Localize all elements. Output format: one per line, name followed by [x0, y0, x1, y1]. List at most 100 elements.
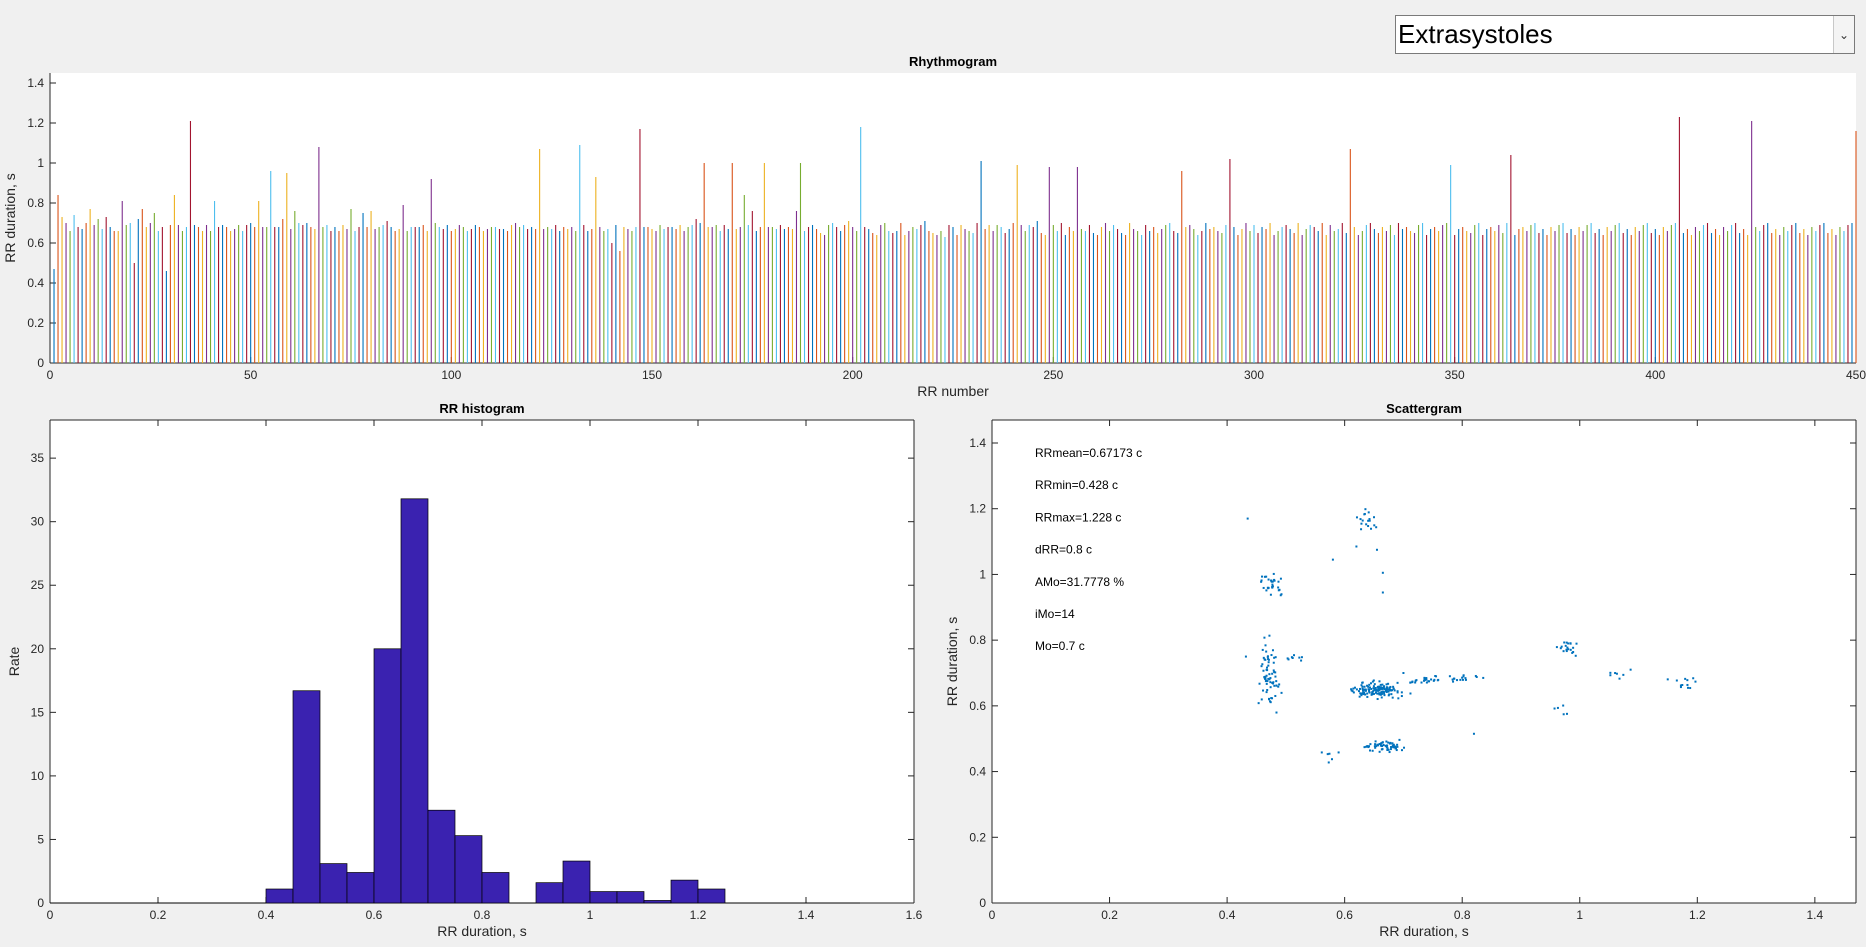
scatter-point	[1275, 711, 1278, 714]
scatter-point	[1453, 677, 1456, 680]
scatter-point	[1260, 665, 1263, 668]
scatter-point	[1396, 743, 1399, 746]
scatter-point	[1474, 674, 1477, 677]
scatter-point	[1377, 687, 1380, 690]
scatter-point	[1361, 692, 1364, 695]
scatter-point	[1385, 740, 1388, 743]
scatter-point	[1381, 690, 1384, 693]
scatter-point	[1372, 685, 1375, 688]
scatter-point	[1572, 646, 1575, 649]
scatter-point	[1569, 648, 1572, 651]
scatter-point	[1565, 650, 1568, 653]
scatter-point	[1375, 548, 1378, 551]
scatter-point	[1615, 672, 1618, 675]
scatter-point	[1380, 744, 1383, 747]
scatter-point	[1267, 677, 1270, 680]
x-tick-label: 1	[587, 908, 594, 922]
scatter-point	[1293, 654, 1296, 657]
chart-title: Scattergram	[1386, 401, 1462, 416]
scatter-point	[1686, 683, 1689, 686]
scatter-point	[1562, 704, 1565, 707]
scatter-point	[1373, 687, 1376, 690]
scatter-point	[1387, 748, 1390, 751]
scatter-point	[1280, 593, 1283, 596]
scatter-point	[1264, 677, 1267, 680]
scatter-point	[1277, 580, 1280, 583]
scatter-point	[1350, 689, 1353, 692]
scatter-point	[1425, 678, 1428, 681]
scatter-point	[1260, 579, 1263, 582]
scatter-point	[1266, 655, 1269, 658]
scatter-point	[1363, 746, 1366, 749]
scatter-point	[1370, 527, 1373, 530]
scatter-point	[1563, 641, 1566, 644]
x-tick-label: 1.4	[1807, 908, 1824, 922]
histogram-bar	[643, 900, 672, 904]
y-tick-label: 1	[37, 156, 44, 170]
condition-dropdown[interactable]: Extrasystoles ⌄	[1395, 15, 1855, 54]
scatter-point	[1456, 679, 1459, 682]
scatter-point	[1265, 682, 1268, 685]
scatter-point	[1264, 658, 1267, 661]
scatter-point	[1381, 741, 1384, 744]
scatter-point	[1246, 517, 1249, 520]
x-tick-label: 250	[1043, 368, 1063, 382]
scatter-point	[1272, 572, 1275, 575]
scatter-point	[1366, 692, 1369, 695]
stats-annotations: RRmean=0.67173 c RRmin=0.428 c RRmax=1.228…	[1035, 446, 1142, 653]
scatter-point	[1266, 680, 1269, 683]
scatter-point	[1369, 682, 1372, 685]
chevron-down-icon[interactable]: ⌄	[1833, 16, 1854, 53]
y-tick-label: 0.2	[27, 316, 44, 330]
scatter-point	[1385, 689, 1388, 692]
scatter-point	[1396, 691, 1399, 694]
scatter-point	[1265, 650, 1268, 653]
scatter-point	[1370, 687, 1373, 690]
y-tick-label: 1.2	[969, 502, 986, 516]
scatter-point	[1362, 689, 1365, 692]
scatter-point	[1392, 687, 1395, 690]
scatter-point	[1270, 697, 1273, 700]
scatter-point	[1562, 713, 1565, 716]
scatter-point	[1368, 683, 1371, 686]
scatter-point	[1385, 687, 1388, 690]
scatter-point	[1391, 744, 1394, 747]
x-tick-label: 0.4	[258, 908, 275, 922]
x-tick-label: 1.6	[906, 908, 923, 922]
scatter-point	[1428, 680, 1431, 683]
histogram-chart: 0 0.2 0.4 0.6 0.8 1 1.2 1.4 1.6 0 5 10 15 20 25 30 35 RR …	[6, 401, 923, 939]
scatter-point	[1379, 686, 1382, 689]
scatter-point	[1371, 691, 1374, 694]
scatter-point	[1360, 528, 1363, 531]
histogram-bar	[319, 863, 348, 904]
scatter-point	[1565, 648, 1568, 651]
scatter-point	[1381, 571, 1384, 574]
x-axis-label: RR number	[917, 383, 989, 399]
scatter-point	[1379, 744, 1382, 747]
scatter-point	[1452, 680, 1455, 683]
scatter-point	[1392, 685, 1395, 688]
scatter-point	[1409, 681, 1412, 684]
scatter-point	[1320, 751, 1323, 754]
scatter-point	[1378, 680, 1381, 683]
scatter-point	[1609, 671, 1612, 674]
scatter-point	[1381, 686, 1384, 689]
scatter-point	[1614, 672, 1617, 675]
scatter-point	[1363, 685, 1366, 688]
scatter-point	[1462, 674, 1465, 677]
y-tick-label: 0	[979, 896, 986, 910]
axes: 0 0.2 0.4 0.6 0.8 1 1.2 1.4 0 0.2 0.4 0.6 0.8 1 1.2 1.4	[969, 419, 1857, 922]
scatter-point	[1378, 742, 1381, 745]
scatter-point	[1260, 698, 1263, 701]
scatter-point	[1379, 683, 1382, 686]
scatter-point	[1358, 695, 1361, 698]
scatter-point	[1387, 682, 1390, 685]
scatter-point	[1395, 749, 1398, 752]
scatter-point	[1271, 585, 1274, 588]
histogram-bar	[481, 872, 510, 904]
scatter-point	[1291, 657, 1294, 660]
scatter-point	[1300, 656, 1303, 659]
scatter-point	[1567, 648, 1570, 651]
scatter-point	[1364, 689, 1367, 692]
scatter-point	[1257, 702, 1260, 705]
